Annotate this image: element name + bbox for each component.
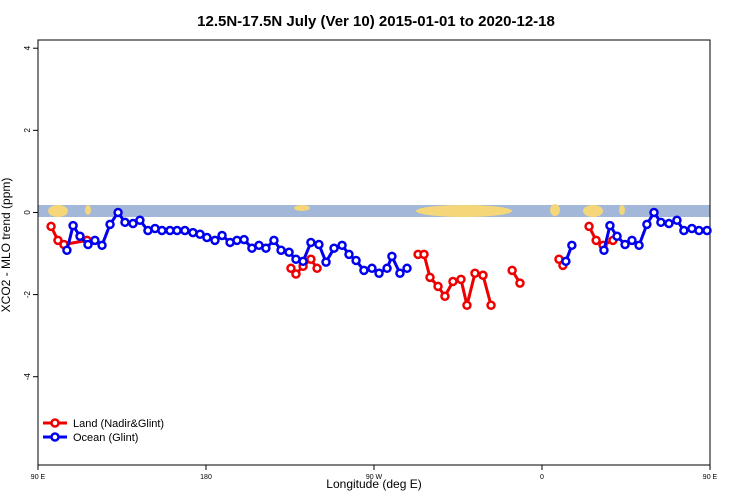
point [261,243,271,253]
point [612,231,622,242]
x-tick-label: 90 E [31,474,46,481]
point [62,245,72,255]
legend-label: Ocean (Glint) [73,432,138,444]
point [470,268,480,278]
point [210,235,220,246]
point [605,220,615,231]
point [90,235,100,246]
y-tick-label: -2 [23,290,32,298]
point [395,268,405,278]
point [367,263,377,274]
point [478,270,488,281]
point [306,237,316,248]
point [351,255,361,266]
point [239,234,249,245]
y-tick-label: 4 [23,45,32,50]
x-tick-label: 90 W [366,474,383,481]
point [120,217,130,228]
x-tick-label: 0 [540,474,544,481]
point [634,240,644,251]
point [314,239,324,250]
point [507,265,517,276]
map-strip [38,204,710,217]
point [83,239,93,250]
point [329,243,339,253]
point [561,256,571,267]
x-axis-label: Longitude (deg E) [326,477,421,491]
y-tick-label: 0 [23,210,32,215]
point [702,225,712,236]
point [620,239,630,250]
point [694,225,704,236]
point [286,263,296,274]
point [68,220,78,231]
point [180,225,190,236]
point [515,278,525,288]
point [298,256,308,267]
point [172,225,182,236]
point [567,240,577,251]
plot-frame [37,39,711,466]
point [374,268,384,278]
point [97,240,107,251]
point [276,245,286,255]
point [664,218,674,229]
y-tick-label: -4 [23,373,32,381]
x-tick-label: 180 [200,474,212,481]
point [312,263,322,274]
legend-label: Land (Nadir&Glint) [73,418,164,430]
point [419,249,429,260]
point [649,207,659,218]
point [599,245,609,255]
point [337,240,347,251]
point [46,221,56,232]
point [486,300,496,311]
point [425,272,435,283]
point [642,219,652,230]
point [591,235,601,246]
point [135,215,145,226]
point [53,235,63,246]
point [284,247,294,258]
point [584,221,594,232]
point [344,249,354,260]
point [291,269,301,279]
point [306,254,316,265]
point [382,263,392,274]
point [202,232,212,243]
point [359,265,369,276]
x-tick-label: 90 E [703,474,718,481]
point [387,251,397,262]
series-line [49,225,614,306]
point [269,235,279,246]
point [75,231,85,242]
legend-marker [50,432,60,442]
point [440,291,450,301]
point [672,215,682,226]
point [402,263,412,274]
point [679,225,689,236]
chart-title: 12.5N-17.5N July (Ver 10) 2015-01-01 to … [197,13,555,30]
point [105,219,115,230]
legend-marker [50,418,60,428]
point [321,257,331,267]
point [627,235,637,246]
point [433,281,443,292]
point [462,300,472,311]
point [217,230,227,241]
point [157,225,167,236]
point [113,207,123,218]
point [456,274,466,285]
y-axis-label: XCO2 - MLO trend (ppm) [0,178,13,313]
point [656,217,666,228]
point [448,276,458,287]
y-tick-label: 2 [23,128,32,133]
